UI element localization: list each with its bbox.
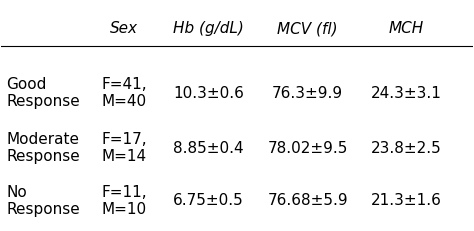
Text: F=41,
M=40: F=41, M=40 bbox=[101, 76, 147, 109]
Text: 24.3±3.1: 24.3±3.1 bbox=[371, 85, 442, 100]
Text: Good
Response: Good Response bbox=[6, 76, 80, 109]
Text: No
Response: No Response bbox=[6, 184, 80, 216]
Text: F=11,
M=10: F=11, M=10 bbox=[101, 184, 147, 216]
Text: Hb (g/dL): Hb (g/dL) bbox=[173, 21, 244, 36]
Text: Sex: Sex bbox=[110, 21, 138, 36]
Text: Moderate
Response: Moderate Response bbox=[6, 131, 80, 164]
Text: MCH: MCH bbox=[389, 21, 424, 36]
Text: 21.3±1.6: 21.3±1.6 bbox=[371, 192, 442, 207]
Text: 23.8±2.5: 23.8±2.5 bbox=[371, 140, 442, 155]
Text: 78.02±9.5: 78.02±9.5 bbox=[267, 140, 348, 155]
Text: MCV (fl): MCV (fl) bbox=[277, 21, 338, 36]
Text: F=17,
M=14: F=17, M=14 bbox=[101, 131, 147, 164]
Text: 76.68±5.9: 76.68±5.9 bbox=[267, 192, 348, 207]
Text: 8.85±0.4: 8.85±0.4 bbox=[173, 140, 244, 155]
Text: 76.3±9.9: 76.3±9.9 bbox=[272, 85, 343, 100]
Text: 6.75±0.5: 6.75±0.5 bbox=[173, 192, 244, 207]
Text: 10.3±0.6: 10.3±0.6 bbox=[173, 85, 244, 100]
